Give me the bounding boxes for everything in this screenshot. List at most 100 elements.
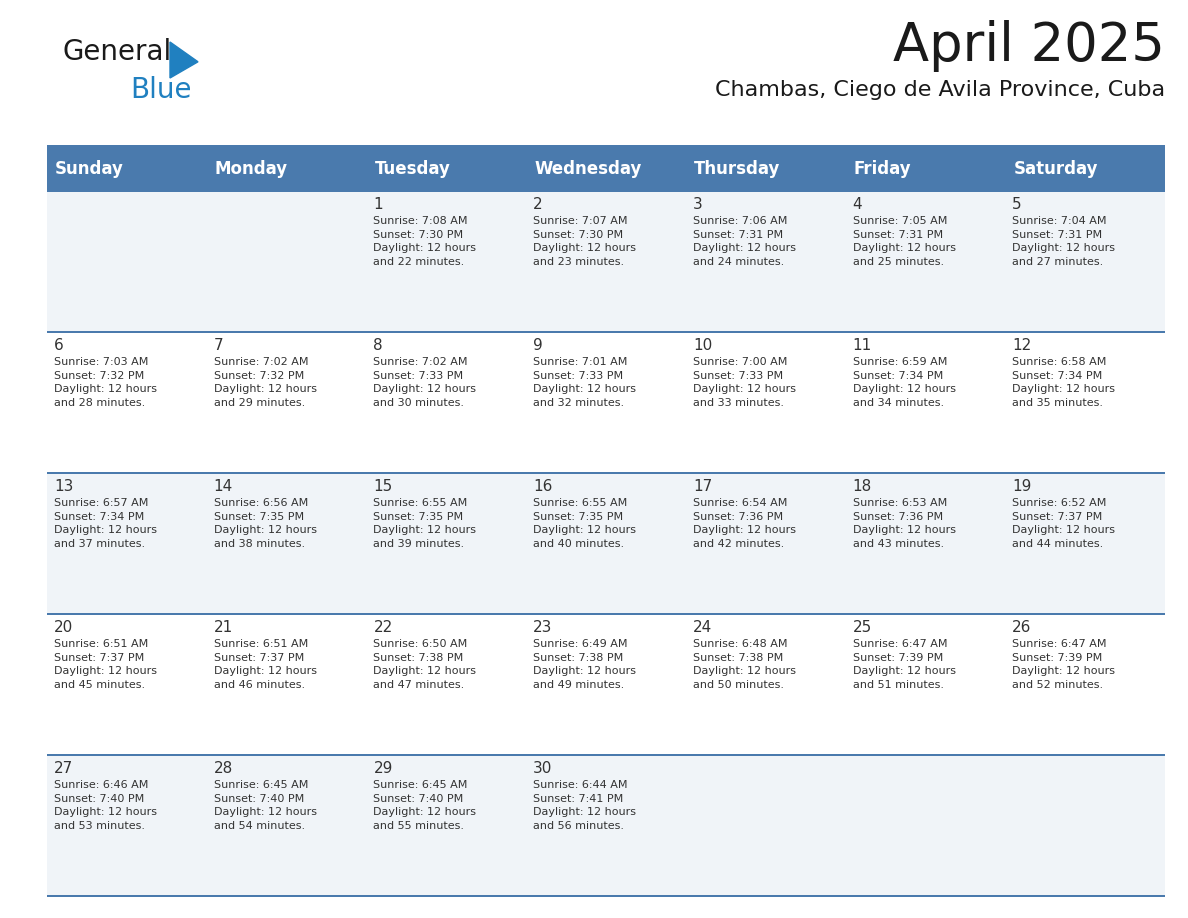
Text: April 2025: April 2025 — [893, 20, 1165, 72]
Text: Tuesday: Tuesday — [374, 160, 450, 178]
Text: Sunrise: 6:45 AM
Sunset: 7:40 PM
Daylight: 12 hours
and 55 minutes.: Sunrise: 6:45 AM Sunset: 7:40 PM Dayligh… — [373, 780, 476, 831]
Bar — [1005, 754, 1165, 895]
Text: Chambas, Ciego de Avila Province, Cuba: Chambas, Ciego de Avila Province, Cuba — [715, 80, 1165, 100]
Text: Sunrise: 6:47 AM
Sunset: 7:39 PM
Daylight: 12 hours
and 51 minutes.: Sunrise: 6:47 AM Sunset: 7:39 PM Dayligh… — [853, 639, 955, 689]
Text: Sunrise: 7:02 AM
Sunset: 7:32 PM
Daylight: 12 hours
and 29 minutes.: Sunrise: 7:02 AM Sunset: 7:32 PM Dayligh… — [214, 357, 317, 408]
Bar — [685, 148, 846, 190]
Bar — [48, 613, 207, 754]
Text: Sunrise: 6:54 AM
Sunset: 7:36 PM
Daylight: 12 hours
and 42 minutes.: Sunrise: 6:54 AM Sunset: 7:36 PM Dayligh… — [693, 498, 796, 549]
Text: Sunrise: 7:08 AM
Sunset: 7:30 PM
Daylight: 12 hours
and 22 minutes.: Sunrise: 7:08 AM Sunset: 7:30 PM Dayligh… — [373, 216, 476, 267]
Bar — [207, 331, 366, 472]
Text: Sunrise: 6:49 AM
Sunset: 7:38 PM
Daylight: 12 hours
and 49 minutes.: Sunrise: 6:49 AM Sunset: 7:38 PM Dayligh… — [533, 639, 636, 689]
Text: 16: 16 — [533, 479, 552, 494]
Bar — [366, 472, 526, 613]
Bar — [1005, 331, 1165, 472]
Text: 29: 29 — [373, 761, 393, 776]
Text: Sunrise: 6:56 AM
Sunset: 7:35 PM
Daylight: 12 hours
and 38 minutes.: Sunrise: 6:56 AM Sunset: 7:35 PM Dayligh… — [214, 498, 317, 549]
Bar — [846, 148, 1005, 190]
Bar — [526, 613, 685, 754]
Bar — [685, 613, 846, 754]
Text: Sunrise: 6:44 AM
Sunset: 7:41 PM
Daylight: 12 hours
and 56 minutes.: Sunrise: 6:44 AM Sunset: 7:41 PM Dayligh… — [533, 780, 636, 831]
Text: 26: 26 — [1012, 620, 1031, 635]
Text: Sunrise: 6:51 AM
Sunset: 7:37 PM
Daylight: 12 hours
and 46 minutes.: Sunrise: 6:51 AM Sunset: 7:37 PM Dayligh… — [214, 639, 317, 689]
Text: Friday: Friday — [853, 160, 911, 178]
Text: 7: 7 — [214, 338, 223, 353]
Text: 6: 6 — [53, 338, 64, 353]
Text: 2: 2 — [533, 197, 543, 212]
Text: 12: 12 — [1012, 338, 1031, 353]
Bar — [1005, 472, 1165, 613]
Text: 11: 11 — [853, 338, 872, 353]
Bar — [846, 613, 1005, 754]
Text: Sunrise: 7:01 AM
Sunset: 7:33 PM
Daylight: 12 hours
and 32 minutes.: Sunrise: 7:01 AM Sunset: 7:33 PM Dayligh… — [533, 357, 636, 408]
Bar — [846, 754, 1005, 895]
Text: Sunrise: 6:47 AM
Sunset: 7:39 PM
Daylight: 12 hours
and 52 minutes.: Sunrise: 6:47 AM Sunset: 7:39 PM Dayligh… — [1012, 639, 1116, 689]
Polygon shape — [170, 42, 198, 78]
Bar — [207, 190, 366, 331]
Bar — [685, 754, 846, 895]
Bar — [48, 754, 207, 895]
Text: Sunrise: 7:02 AM
Sunset: 7:33 PM
Daylight: 12 hours
and 30 minutes.: Sunrise: 7:02 AM Sunset: 7:33 PM Dayligh… — [373, 357, 476, 408]
Text: 5: 5 — [1012, 197, 1022, 212]
Text: 20: 20 — [53, 620, 74, 635]
Text: Sunrise: 7:04 AM
Sunset: 7:31 PM
Daylight: 12 hours
and 27 minutes.: Sunrise: 7:04 AM Sunset: 7:31 PM Dayligh… — [1012, 216, 1116, 267]
Bar — [526, 190, 685, 331]
Text: 1: 1 — [373, 197, 383, 212]
Text: Sunrise: 6:55 AM
Sunset: 7:35 PM
Daylight: 12 hours
and 40 minutes.: Sunrise: 6:55 AM Sunset: 7:35 PM Dayligh… — [533, 498, 636, 549]
Text: Thursday: Thursday — [694, 160, 781, 178]
Bar — [48, 190, 207, 331]
Bar — [48, 331, 207, 472]
Bar — [48, 472, 1165, 474]
Bar — [526, 472, 685, 613]
Bar — [48, 190, 1165, 192]
Text: Sunrise: 7:07 AM
Sunset: 7:30 PM
Daylight: 12 hours
and 23 minutes.: Sunrise: 7:07 AM Sunset: 7:30 PM Dayligh… — [533, 216, 636, 267]
Text: Wednesday: Wednesday — [535, 160, 642, 178]
Bar — [366, 331, 526, 472]
Bar — [366, 190, 526, 331]
Text: Sunrise: 6:53 AM
Sunset: 7:36 PM
Daylight: 12 hours
and 43 minutes.: Sunrise: 6:53 AM Sunset: 7:36 PM Dayligh… — [853, 498, 955, 549]
Text: Sunrise: 6:55 AM
Sunset: 7:35 PM
Daylight: 12 hours
and 39 minutes.: Sunrise: 6:55 AM Sunset: 7:35 PM Dayligh… — [373, 498, 476, 549]
Text: 19: 19 — [1012, 479, 1031, 494]
Bar — [48, 754, 1165, 756]
Bar — [526, 331, 685, 472]
Text: Sunrise: 7:03 AM
Sunset: 7:32 PM
Daylight: 12 hours
and 28 minutes.: Sunrise: 7:03 AM Sunset: 7:32 PM Dayligh… — [53, 357, 157, 408]
Text: 27: 27 — [53, 761, 74, 776]
Text: Sunrise: 6:59 AM
Sunset: 7:34 PM
Daylight: 12 hours
and 34 minutes.: Sunrise: 6:59 AM Sunset: 7:34 PM Dayligh… — [853, 357, 955, 408]
Text: Saturday: Saturday — [1013, 160, 1098, 178]
Text: Sunrise: 7:05 AM
Sunset: 7:31 PM
Daylight: 12 hours
and 25 minutes.: Sunrise: 7:05 AM Sunset: 7:31 PM Dayligh… — [853, 216, 955, 267]
Bar — [526, 148, 685, 190]
Text: 17: 17 — [693, 479, 712, 494]
Text: 23: 23 — [533, 620, 552, 635]
Text: 15: 15 — [373, 479, 393, 494]
Bar — [1005, 148, 1165, 190]
Bar — [48, 145, 1165, 148]
Text: 25: 25 — [853, 620, 872, 635]
Text: 18: 18 — [853, 479, 872, 494]
Bar — [207, 148, 366, 190]
Text: 10: 10 — [693, 338, 712, 353]
Text: Monday: Monday — [215, 160, 287, 178]
Bar — [207, 613, 366, 754]
Text: 28: 28 — [214, 761, 233, 776]
Bar — [48, 148, 207, 190]
Text: 4: 4 — [853, 197, 862, 212]
Bar — [685, 190, 846, 331]
Bar — [846, 331, 1005, 472]
Text: Sunrise: 6:58 AM
Sunset: 7:34 PM
Daylight: 12 hours
and 35 minutes.: Sunrise: 6:58 AM Sunset: 7:34 PM Dayligh… — [1012, 357, 1116, 408]
Text: Sunrise: 6:51 AM
Sunset: 7:37 PM
Daylight: 12 hours
and 45 minutes.: Sunrise: 6:51 AM Sunset: 7:37 PM Dayligh… — [53, 639, 157, 689]
Bar — [846, 472, 1005, 613]
Text: Blue: Blue — [129, 76, 191, 104]
Bar — [366, 754, 526, 895]
Text: 22: 22 — [373, 620, 393, 635]
Text: 21: 21 — [214, 620, 233, 635]
Bar — [366, 613, 526, 754]
Text: Sunrise: 6:52 AM
Sunset: 7:37 PM
Daylight: 12 hours
and 44 minutes.: Sunrise: 6:52 AM Sunset: 7:37 PM Dayligh… — [1012, 498, 1116, 549]
Bar — [48, 472, 207, 613]
Text: Sunrise: 6:46 AM
Sunset: 7:40 PM
Daylight: 12 hours
and 53 minutes.: Sunrise: 6:46 AM Sunset: 7:40 PM Dayligh… — [53, 780, 157, 831]
Text: 8: 8 — [373, 338, 383, 353]
Bar — [366, 148, 526, 190]
Text: Sunday: Sunday — [55, 160, 124, 178]
Text: Sunrise: 7:00 AM
Sunset: 7:33 PM
Daylight: 12 hours
and 33 minutes.: Sunrise: 7:00 AM Sunset: 7:33 PM Dayligh… — [693, 357, 796, 408]
Text: 30: 30 — [533, 761, 552, 776]
Bar — [207, 754, 366, 895]
